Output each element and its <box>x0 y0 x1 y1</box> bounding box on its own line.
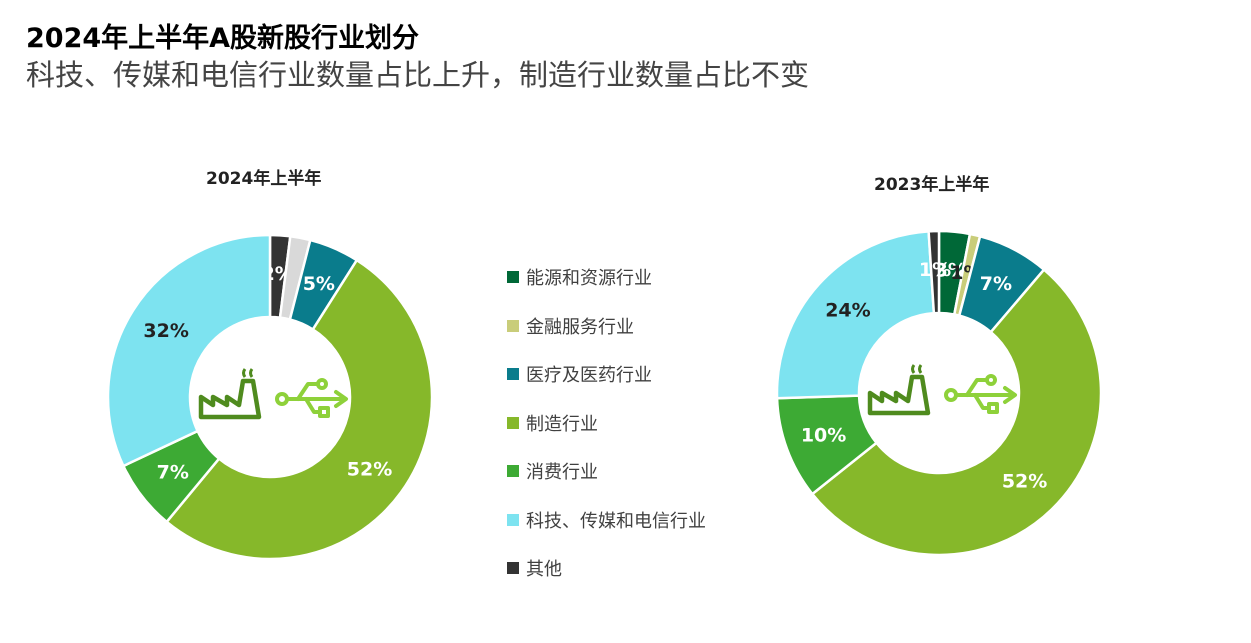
legend-item: 消费行业 <box>507 447 706 496</box>
data-label: 5% <box>303 273 335 295</box>
legend-swatch <box>507 319 519 332</box>
legend-item: 能源和资源行业 <box>507 253 706 302</box>
center-icons <box>867 364 1017 416</box>
legend-swatch <box>507 368 519 381</box>
legend-label: 金融服务行业 <box>526 316 634 338</box>
donut-slice-制造行业-1 <box>810 267 1103 557</box>
usb-icon <box>275 378 348 418</box>
data-label: 52% <box>347 458 392 480</box>
data-label: 32% <box>143 320 188 342</box>
page-title: 2024年上半年A股新股行业划分 <box>26 23 420 54</box>
legend-label: 制造行业 <box>526 413 598 435</box>
chart-2023-title: 2023年上半年 <box>874 175 990 195</box>
donut-slice-制造行业-0 <box>164 258 434 561</box>
legend-swatch <box>507 465 519 478</box>
legend-item: 科技、传媒和电信行业 <box>507 496 706 545</box>
legend-label: 能源和资源行业 <box>526 268 652 290</box>
factory-icon <box>867 364 931 416</box>
data-label: 7% <box>157 461 189 483</box>
legend-swatch <box>507 513 519 526</box>
donut-chart-2023: 3%1%7%52%10%24%1% <box>775 229 1103 557</box>
legend-item: 其他 <box>507 544 706 593</box>
page-subtitle: 科技、传媒和电信行业数量占比上升，制造行业数量占比不变 <box>26 58 810 92</box>
legend-item: 医疗及医药行业 <box>507 350 706 399</box>
data-label: 7% <box>980 273 1012 295</box>
legend-label: 科技、传媒和电信行业 <box>526 510 706 532</box>
legend-swatch <box>507 562 519 575</box>
data-label: 24% <box>825 299 870 321</box>
data-label: 3% <box>935 260 967 282</box>
data-label: 1% <box>919 259 951 281</box>
donut-slice-科技、传媒和电信行业-1 <box>775 230 936 400</box>
legend-item: 金融服务行业 <box>507 302 706 351</box>
center-icons <box>198 368 348 420</box>
legend-item: 制造行业 <box>507 399 706 448</box>
chart-2024-title: 2024年上半年 <box>206 169 322 189</box>
data-label: 52% <box>1002 470 1047 492</box>
factory-icon <box>198 368 262 420</box>
donut-slice-科技、传媒和电信行业-0 <box>106 233 272 468</box>
donut-chart-2024: 2% 5%52%7%32% <box>106 233 434 561</box>
legend-swatch <box>507 271 519 284</box>
donut-slice-其他-1 <box>927 229 941 315</box>
legend-label: 医疗及医药行业 <box>526 365 652 387</box>
legend-label: 消费行业 <box>526 462 598 484</box>
legend-swatch <box>507 416 519 429</box>
usb-icon <box>944 374 1017 414</box>
legend-label: 其他 <box>526 559 562 581</box>
data-label: 10% <box>801 424 846 446</box>
legend: 能源和资源行业 金融服务行业 医疗及医药行业 制造行业消费行业科技、传媒和电信行业 其他 <box>507 253 706 593</box>
